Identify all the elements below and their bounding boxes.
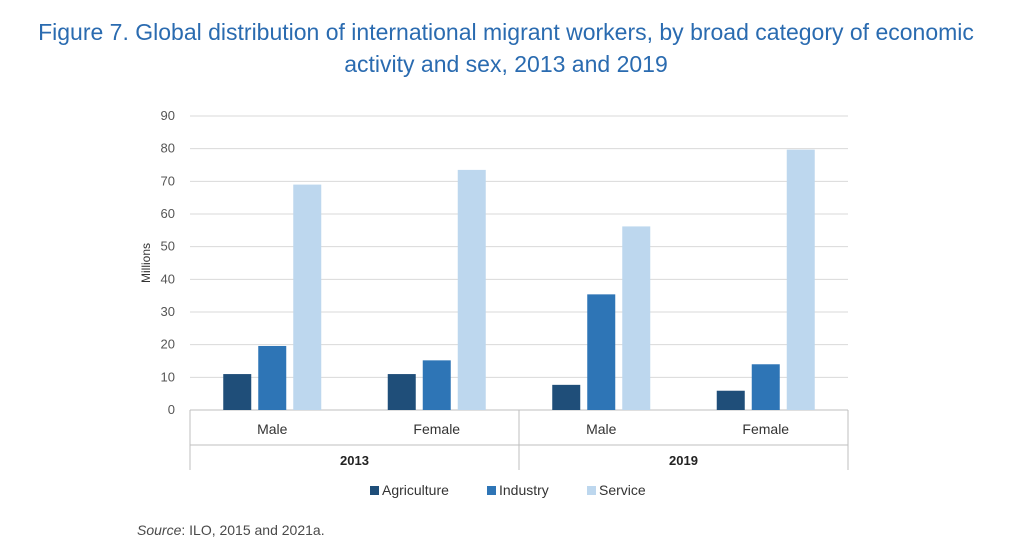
y-axis-label: Millions	[139, 243, 153, 283]
bar-service	[457, 169, 486, 410]
legend-label: Service	[599, 482, 646, 498]
bar-service	[293, 184, 322, 410]
bar-agriculture	[552, 384, 581, 410]
source-label: Source	[137, 522, 182, 538]
x-category-label: Female	[742, 421, 789, 437]
y-tick-label: 40	[161, 271, 175, 286]
y-tick-label: 70	[161, 173, 175, 188]
title-line-1: Figure 7. Global distribution of interna…	[38, 19, 974, 45]
legend-swatch-agriculture	[370, 486, 379, 495]
y-tick-label: 60	[161, 206, 175, 221]
bar-chart: 0 10 20 30 40 50 60 70 80 90 Millions Male Female 201…	[139, 108, 849, 498]
x-group-label: 2013	[340, 453, 369, 468]
title-line-2: activity and sex, 2013 and 2019	[344, 51, 668, 77]
source-text: : ILO, 2015 and 2021a.	[181, 522, 325, 538]
y-tick-label: 80	[161, 141, 175, 156]
bar-agriculture	[716, 390, 745, 410]
legend-swatch-service	[587, 486, 596, 495]
y-tick-label: 10	[161, 369, 175, 384]
bar-industry	[258, 345, 287, 410]
legend-label: Industry	[499, 482, 549, 498]
legend-label: Agriculture	[382, 482, 449, 498]
y-tick-label: 30	[161, 304, 175, 319]
bar-service	[622, 226, 651, 410]
chart-title: Figure 7. Global distribution of interna…	[0, 16, 1012, 80]
bar-industry	[422, 360, 451, 410]
y-tick-label: 90	[161, 108, 175, 123]
x-category-label: Female	[413, 421, 460, 437]
x-category-label: Male	[257, 421, 288, 437]
x-group-label: 2019	[669, 453, 698, 468]
legend-swatch-industry	[487, 486, 496, 495]
bar-agriculture	[223, 374, 252, 410]
bar-industry	[751, 364, 780, 410]
y-tick-label: 20	[161, 337, 175, 352]
bar-service	[786, 149, 815, 410]
x-category-label: Male	[586, 421, 617, 437]
y-tick-label: 0	[168, 402, 175, 417]
bar-agriculture	[387, 374, 416, 410]
bar-industry	[587, 294, 616, 410]
y-tick-label: 50	[161, 239, 175, 254]
source-note: Source: ILO, 2015 and 2021a.	[137, 522, 325, 538]
